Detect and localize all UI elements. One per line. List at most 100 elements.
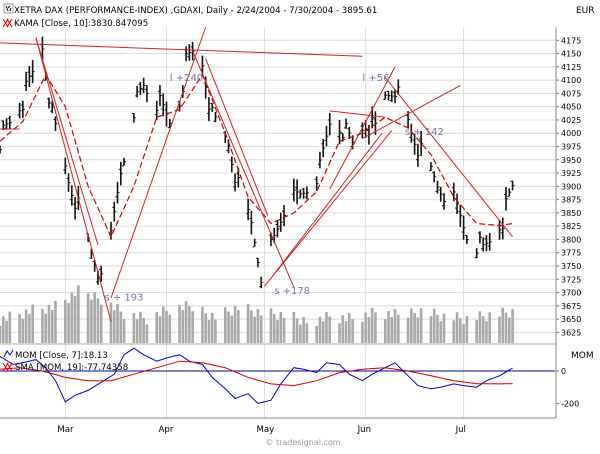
volume-bar	[204, 313, 207, 343]
volume-bar	[54, 301, 57, 343]
volume-bar	[390, 316, 394, 343]
volume-bar	[63, 299, 67, 343]
price-bar	[419, 130, 424, 156]
volume-bar	[256, 309, 260, 343]
trendline	[384, 77, 513, 238]
legend-price-swatch	[3, 3, 14, 14]
price-bar	[451, 182, 456, 202]
trendlines	[0, 26, 513, 322]
volume-bar	[504, 312, 508, 343]
volume-bar	[488, 312, 492, 343]
volume-bar	[501, 307, 505, 343]
price-bar	[7, 115, 12, 130]
trendline	[35, 37, 99, 245]
trendline	[110, 26, 207, 299]
price-bar	[66, 173, 71, 192]
volume-bar	[21, 318, 25, 343]
volume-bar	[18, 314, 21, 343]
volume-bar	[338, 323, 341, 343]
trade-annotation: l +56	[362, 73, 389, 84]
price-bar	[477, 231, 482, 244]
volume-bar	[214, 319, 217, 343]
y-tick-label: 3900	[561, 182, 581, 191]
volume-bar	[315, 326, 318, 343]
price-bar	[304, 186, 309, 200]
trendline	[329, 110, 386, 118]
price-bar	[69, 185, 74, 206]
volume-bar	[321, 321, 325, 343]
volume-bar	[135, 319, 139, 343]
volume-bar	[145, 324, 149, 343]
price-bar	[386, 90, 391, 101]
price-bar	[383, 91, 388, 100]
volume-bar	[351, 319, 354, 343]
mom-legend-label: MOM [Close, 7]:18.13	[15, 351, 108, 361]
price-bar	[259, 276, 264, 289]
volume-bar	[1, 316, 5, 343]
volume-bar	[161, 306, 165, 343]
volume-bar	[5, 320, 8, 343]
price-bar	[487, 232, 492, 251]
price-bar	[63, 157, 68, 175]
volume-bar	[383, 319, 387, 343]
volume-bar	[396, 314, 400, 343]
volume-bar	[481, 316, 485, 343]
volume-bar	[41, 308, 44, 343]
price-bar	[131, 113, 136, 123]
volume-bar	[393, 308, 397, 343]
volume-bar	[237, 310, 240, 343]
volume-bar	[364, 312, 367, 343]
gridlines	[0, 27, 555, 418]
price-bar	[344, 118, 349, 129]
volume-bar	[28, 313, 31, 343]
copyright-credit: © tradesignal.com	[265, 438, 340, 447]
price-bar	[500, 217, 505, 240]
volume-bar	[406, 317, 410, 343]
volume-bar	[259, 315, 263, 343]
trade-annotation: s + 142	[405, 127, 444, 138]
price-bar	[455, 193, 460, 215]
kama-series	[0, 73, 513, 239]
price-bar	[360, 122, 365, 139]
volume-bar	[90, 299, 93, 343]
volume-bar	[439, 321, 443, 343]
price-bar	[0, 145, 2, 154]
price-bar	[122, 157, 127, 167]
trendline	[273, 132, 383, 275]
price-bar	[474, 248, 479, 259]
y-tick-label: 3850	[561, 209, 581, 218]
volume-bar	[70, 292, 74, 343]
volume-bar	[455, 312, 459, 343]
volume-bar	[44, 313, 48, 343]
volume-bar	[387, 311, 390, 343]
mom-tick-label: 0	[561, 367, 566, 376]
y-tick-label: 4100	[561, 76, 581, 85]
price-bar	[393, 89, 398, 104]
price-bar	[17, 102, 22, 119]
volume-bar	[276, 319, 279, 343]
volume-bar	[250, 310, 253, 343]
kama-legend-icon	[2, 18, 13, 28]
y-tick-label: 3625	[561, 328, 581, 337]
volume-bar	[279, 311, 283, 343]
price-bar	[461, 215, 466, 240]
volume-bar	[0, 325, 2, 343]
volume-bar	[122, 319, 126, 343]
price-bar	[504, 187, 509, 211]
volume-bar	[201, 306, 204, 343]
volume-bar	[442, 313, 446, 343]
volume-bar	[344, 321, 348, 343]
volume-bar	[478, 311, 482, 343]
y-tick-label: 4075	[561, 89, 581, 98]
volume-bar	[498, 316, 501, 343]
volume-bar	[142, 318, 145, 343]
volume-bar	[184, 301, 188, 343]
volume-bar	[47, 304, 51, 343]
trendline	[205, 58, 269, 216]
y-tick-label: 4050	[561, 103, 581, 112]
y-tick-label: 3725	[561, 275, 581, 284]
volume-bar	[318, 316, 322, 343]
volume-bar	[24, 309, 28, 343]
volume-bar	[77, 285, 80, 343]
